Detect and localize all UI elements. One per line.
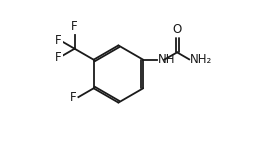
Text: NH₂: NH₂ (190, 53, 212, 66)
Text: NH: NH (157, 53, 175, 66)
Text: F: F (54, 51, 61, 64)
Text: F: F (70, 91, 77, 104)
Text: F: F (54, 34, 61, 47)
Text: O: O (173, 23, 182, 36)
Text: F: F (71, 20, 78, 33)
